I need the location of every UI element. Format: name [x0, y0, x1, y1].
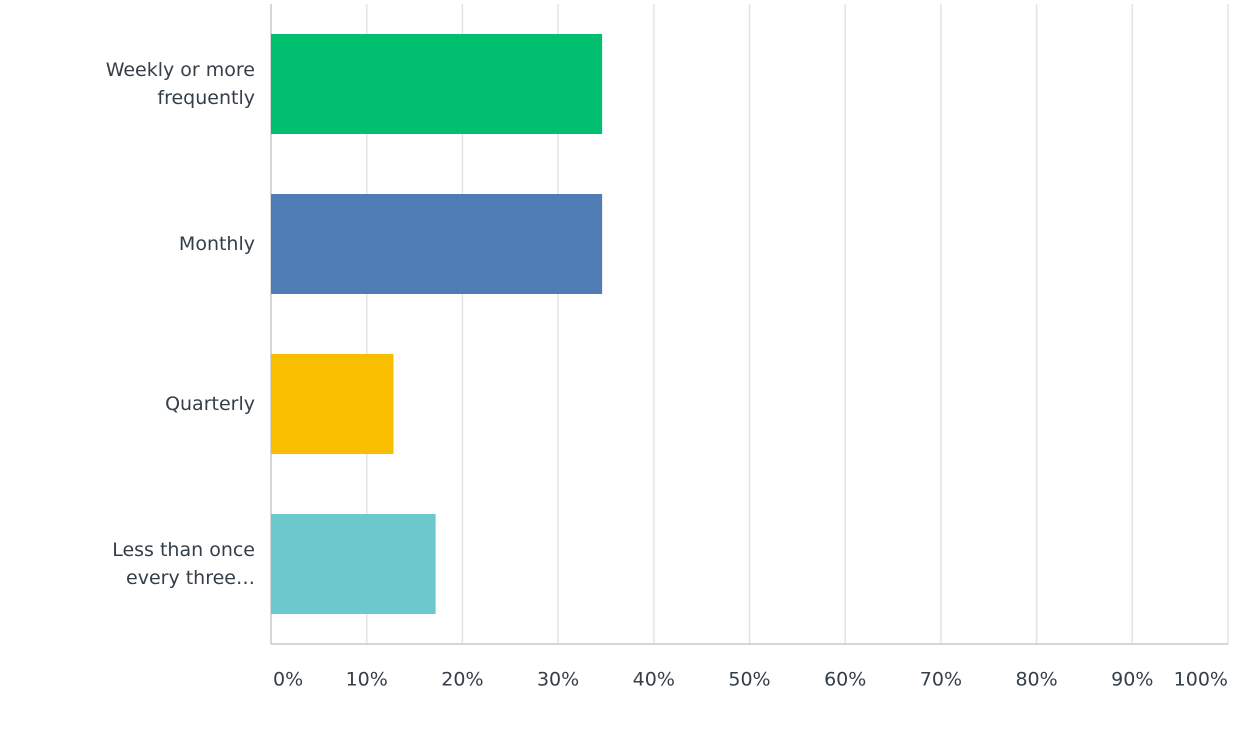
x-tick-label: 0%: [273, 669, 303, 691]
y-tick-label: Quarterly: [165, 393, 255, 415]
y-tick-label: Monthly: [178, 233, 255, 255]
y-tick-label: Less than once every three…: [112, 539, 255, 589]
x-tick-label: 70%: [920, 669, 962, 691]
x-tick-label: 60%: [824, 669, 866, 691]
bar: [271, 194, 603, 294]
bar: [271, 34, 603, 134]
x-tick-label: 40%: [633, 669, 675, 691]
bar: [271, 514, 436, 614]
x-tick-label: 90%: [1111, 669, 1153, 691]
bar: [271, 354, 394, 454]
x-tick-label: 20%: [441, 669, 483, 691]
y-tick-label: Weekly or more frequently: [105, 59, 255, 109]
x-tick-label: 10%: [346, 669, 388, 691]
x-tick-label: 100%: [1174, 669, 1228, 691]
x-tick-label: 30%: [537, 669, 579, 691]
x-tick-label: 80%: [1015, 669, 1057, 691]
x-tick-label: 50%: [728, 669, 770, 691]
